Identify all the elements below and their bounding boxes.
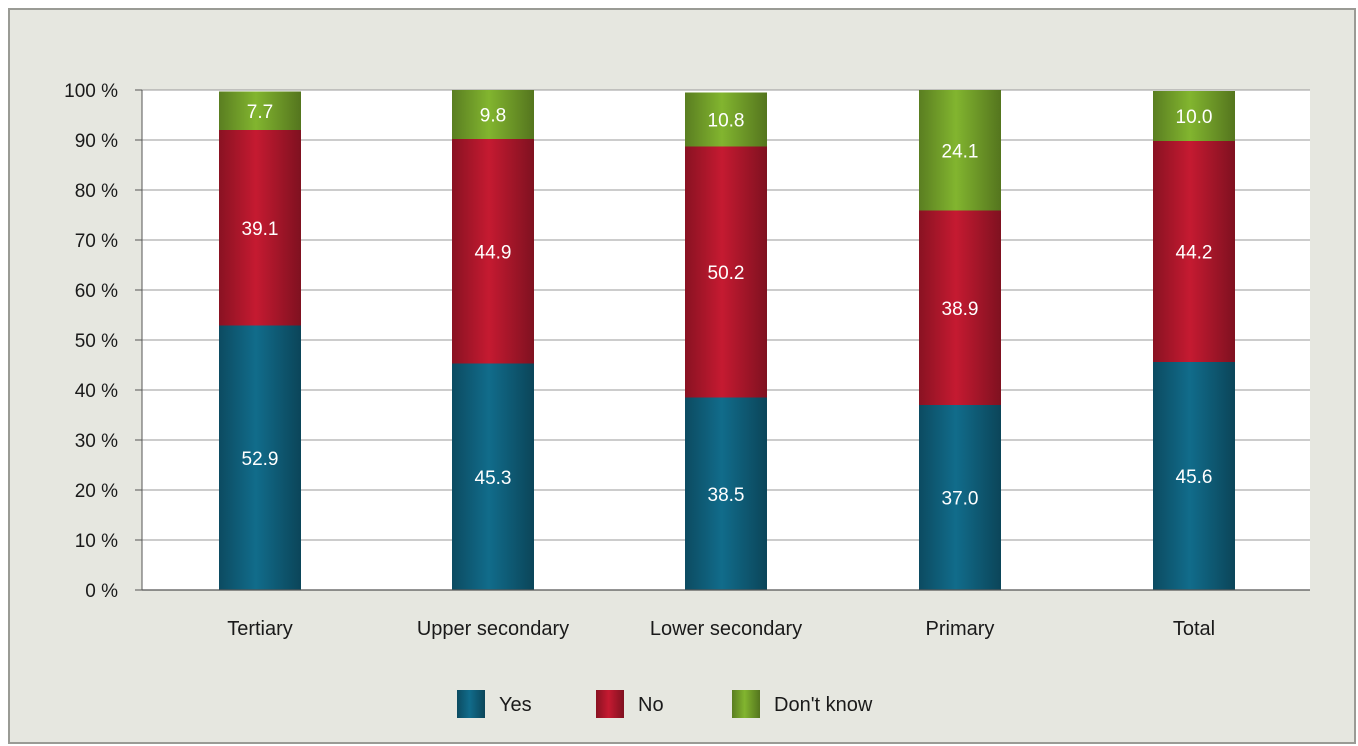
- bar-segment-yes-0: [219, 325, 301, 590]
- legend-swatch-don-t-know: [732, 690, 760, 718]
- data-label: 7.7: [247, 102, 273, 123]
- data-label: 24.1: [942, 141, 979, 162]
- y-tick-label: 60 %: [75, 281, 118, 302]
- bar-segment-yes-3: [919, 405, 1001, 590]
- x-category-label: Total: [1173, 618, 1215, 640]
- bar-segment-no-1: [452, 139, 534, 364]
- y-tick-label: 80 %: [75, 181, 118, 202]
- data-label: 52.9: [242, 449, 279, 470]
- data-label: 39.1: [242, 219, 279, 240]
- bar-segment-no-4: [1153, 141, 1235, 362]
- y-tick-label: 100 %: [64, 81, 118, 102]
- bar-segment-don-t-know-4: [1153, 91, 1235, 141]
- data-label: 10.8: [708, 111, 745, 132]
- legend: Yes No Don't know: [457, 690, 873, 718]
- x-category-label: Tertiary: [227, 618, 293, 640]
- y-tick-label: 70 %: [75, 231, 118, 252]
- data-label: 44.9: [475, 242, 512, 263]
- bar-segment-yes-4: [1153, 362, 1235, 590]
- data-label: 45.3: [475, 468, 512, 489]
- bar-segment-don-t-know-0: [219, 91, 301, 130]
- data-label: 38.9: [942, 299, 979, 320]
- legend-label: No: [638, 694, 664, 716]
- x-category-label: Upper secondary: [417, 618, 569, 640]
- y-tick-label: 10 %: [75, 531, 118, 552]
- data-label: 37.0: [942, 489, 979, 510]
- bar-segment-don-t-know-2: [685, 92, 767, 147]
- y-tick-label: 40 %: [75, 381, 118, 402]
- legend-swatch-yes: [457, 690, 485, 718]
- x-category-label: Primary: [926, 618, 995, 640]
- bar-segment-no-0: [219, 130, 301, 326]
- data-label: 44.2: [1176, 243, 1213, 264]
- data-label: 50.2: [708, 263, 745, 284]
- bar-segment-no-2: [685, 146, 767, 398]
- bar-segment-don-t-know-1: [452, 90, 534, 139]
- legend-swatch-no: [596, 690, 624, 718]
- legend-label: Yes: [499, 694, 532, 716]
- y-tick-label: 20 %: [75, 481, 118, 502]
- bar-segment-yes-2: [685, 397, 767, 590]
- data-label: 45.6: [1176, 467, 1213, 488]
- bar-segment-don-t-know-3: [919, 90, 1001, 211]
- y-tick-label: 50 %: [75, 331, 118, 352]
- data-label: 9.8: [480, 106, 506, 127]
- bar-segment-yes-1: [452, 363, 534, 590]
- data-label: 38.5: [708, 485, 745, 506]
- legend-label: Don't know: [774, 694, 873, 716]
- stacked-bar-chart: 52.9 39.1 7.7 45.3 44.9 9.8 38.5 50.2 10.8 37.0 38…: [64, 81, 1310, 718]
- bar-segment-no-3: [919, 210, 1001, 405]
- data-label: 10.0: [1176, 107, 1213, 128]
- chart-frame: 52.9 39.1 7.7 45.3 44.9 9.8 38.5 50.2 10.8 37.0 38…: [8, 8, 1356, 744]
- y-tick-label: 30 %: [75, 431, 118, 452]
- y-tick-label: 0 %: [85, 581, 118, 602]
- y-tick-label: 90 %: [75, 131, 118, 152]
- x-category-label: Lower secondary: [650, 618, 802, 640]
